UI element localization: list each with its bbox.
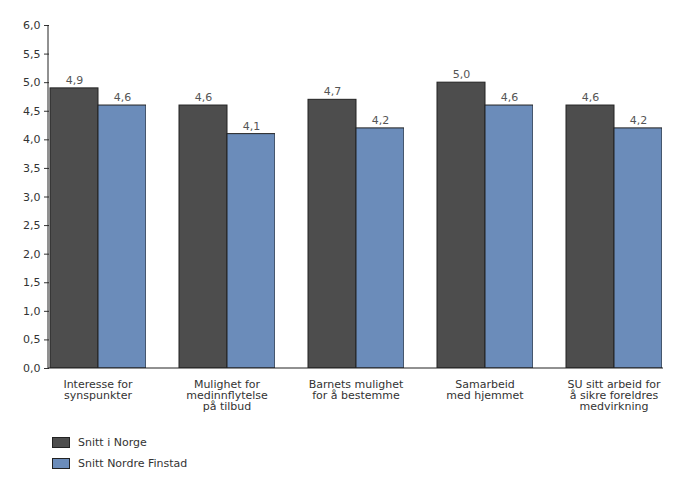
svg-text:4,5: 4,5 bbox=[23, 105, 41, 118]
svg-text:5,5: 5,5 bbox=[23, 48, 41, 61]
svg-text:1,5: 1,5 bbox=[23, 276, 41, 289]
svg-text:Interesse forsynspunkter: Interesse forsynspunkter bbox=[63, 378, 133, 402]
svg-text:0,5: 0,5 bbox=[23, 333, 41, 346]
svg-text:4,6: 4,6 bbox=[582, 91, 600, 104]
svg-text:4,7: 4,7 bbox=[324, 85, 342, 98]
svg-text:1,0: 1,0 bbox=[23, 305, 41, 318]
svg-text:4,6: 4,6 bbox=[501, 91, 519, 104]
svg-text:6,0: 6,0 bbox=[23, 19, 41, 32]
svg-text:4,1: 4,1 bbox=[243, 120, 261, 133]
svg-text:2,5: 2,5 bbox=[23, 219, 41, 232]
svg-text:5,0: 5,0 bbox=[453, 68, 471, 81]
svg-text:0,0: 0,0 bbox=[23, 362, 41, 375]
svg-text:2,0: 2,0 bbox=[23, 248, 41, 261]
svg-text:4,2: 4,2 bbox=[372, 114, 390, 127]
svg-text:Samarbeidmed hjemmet: Samarbeidmed hjemmet bbox=[446, 378, 524, 402]
svg-text:4,9: 4,9 bbox=[66, 74, 84, 87]
svg-text:4,6: 4,6 bbox=[195, 91, 213, 104]
svg-text:4,6: 4,6 bbox=[114, 91, 132, 104]
svg-text:Mulighet formedinnflytelsepå t: Mulighet formedinnflytelsepå tilbud bbox=[186, 378, 268, 413]
svg-text:Barnets mulighetfor å bestemme: Barnets mulighetfor å bestemme bbox=[309, 378, 404, 402]
svg-text:3,0: 3,0 bbox=[23, 191, 41, 204]
svg-text:5,0: 5,0 bbox=[23, 76, 41, 89]
svg-text:SU sitt arbeid forå sikre fore: SU sitt arbeid forå sikre foreldresmedvi… bbox=[567, 378, 661, 413]
html-text:Snitt Nordre Finstad: Snitt Nordre Finstad bbox=[78, 457, 188, 470]
html-text:Snitt i Norge: Snitt i Norge bbox=[78, 436, 147, 449]
svg-text:3,5: 3,5 bbox=[23, 162, 41, 175]
svg-text:4,0: 4,0 bbox=[23, 133, 41, 146]
svg-text:4,2: 4,2 bbox=[630, 114, 648, 127]
